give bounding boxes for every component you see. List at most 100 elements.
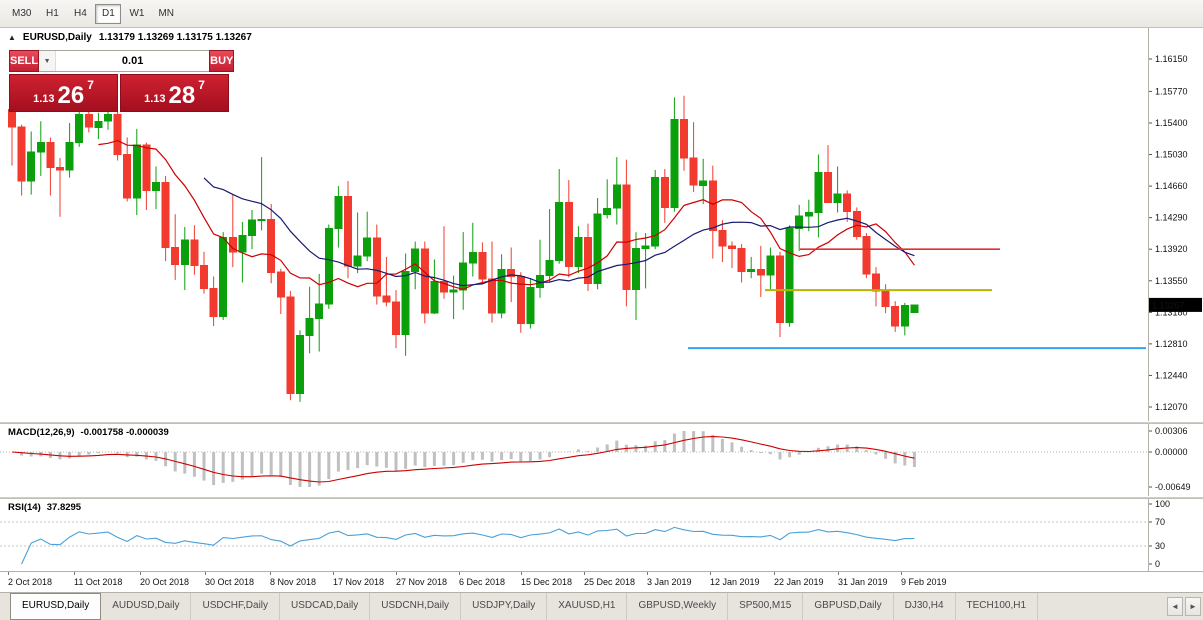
date-tick-mark [774,572,775,575]
panel-divider [0,571,1203,572]
chart-tab-gbpusd-weekly[interactable]: GBPUSD,Weekly [627,593,729,620]
rsi-axis-label: 70 [1155,517,1165,527]
current-price-badge: 1.13267 [1148,297,1202,312]
tabs-scroll-left-button[interactable]: ◄ [1167,597,1183,616]
panel-divider[interactable] [0,421,1203,424]
date-tick-mark [8,572,9,575]
chart-tab-usdjpy-daily[interactable]: USDJPY,Daily [461,593,548,620]
macd-axis-label: 0.00000 [1155,447,1188,457]
date-tick-label: 15 Dec 2018 [521,577,573,587]
lot-dropdown-button[interactable]: ▼ [39,51,57,71]
date-tick-label: 27 Nov 2018 [396,577,448,587]
time-axis[interactable]: 2 Oct 2018 11 Oct 2018 20 Oct 2018 30 Oct 2… [0,572,1203,592]
chart-tab-tech100-h1[interactable]: TECH100,H1 [956,593,1038,620]
date-tick-mark [74,572,75,575]
rsi-axis-label: 0 [1155,559,1160,569]
chart-tabs: EURUSD,Daily AUDUSD,Daily USDCHF,Daily USDC… [0,593,1203,620]
timeframe-button-d1[interactable]: D1 [95,3,122,24]
date-tick-mark [710,572,711,575]
price-tick-label: 1.13550 [1155,276,1188,286]
ma-fast-red-line [98,139,915,290]
timeframe-toolbar: M30 H1 H4 D1 W1 MN [0,0,1203,28]
price-tick-label: 1.12070 [1155,402,1188,412]
rsi-line [21,526,915,565]
price-tick-label: 1.13920 [1155,244,1188,254]
timeframe-button-h4[interactable]: H4 [74,7,87,19]
lot-size-input[interactable] [56,51,210,71]
price-axis-separator [1148,28,1149,572]
ask-point: 7 [198,78,205,92]
chart-tab-eurusd-daily[interactable]: EURUSD,Daily [10,593,102,620]
date-tick-label: 12 Jan 2019 [710,577,760,587]
buy-button[interactable]: BUY [209,50,235,72]
price-tick-label: 1.13180 [1155,307,1188,317]
date-tick-label: 6 Dec 2018 [459,577,506,587]
rsi-indicator-value: 37.8295 [46,502,82,513]
chart-tab-dj30-h4[interactable]: DJ30,H4 [894,593,956,620]
bid-big-figure: 1.13 [33,93,55,105]
date-tick-mark [270,572,271,575]
svg-text:1.13267: 1.13267 [1152,300,1185,310]
ask-pips: 28 [168,82,196,109]
ask-big-figure: 1.13 [144,93,166,105]
panel-divider[interactable] [0,496,1203,499]
timeframe-button-h1[interactable]: H1 [46,7,59,19]
date-tick-label: 25 Dec 2018 [584,577,636,587]
price-axis[interactable]: 1.16150 1.15770 1.15400 1.15030 1.14660 1.142… [1148,54,1188,412]
bid-point: 7 [87,78,94,92]
ask-price-tile[interactable]: 1.13 28 7 [120,74,229,112]
rsi-pane-label: RSI(14) 37.8295 [8,502,81,513]
tabs-scroll-right-button[interactable]: ► [1185,597,1201,616]
timeframe-button-w1[interactable]: W1 [129,7,145,19]
chart-tab-xauusd-h1[interactable]: XAUUSD,H1 [547,593,628,620]
rsi-indicator-panel[interactable]: 100 70 30 0 [0,499,1203,571]
date-tick-label: 8 Nov 2018 [270,577,317,587]
chart-tab-audusd-daily[interactable]: AUDUSD,Daily [101,593,192,620]
date-tick-mark [205,572,206,575]
date-tick-label: 20 Oct 2018 [140,577,190,587]
macd-axis-label: -0.00649 [1155,482,1191,492]
date-tick-mark [647,572,648,575]
date-tick-label: 2 Oct 2018 [8,577,53,587]
macd-indicator-name: MACD(12,26,9) [8,427,75,438]
chart-tab-usdchf-daily[interactable]: USDCHF,Daily [191,593,281,620]
date-tick-mark [140,572,141,575]
chart-tab-usdcad-daily[interactable]: USDCAD,Daily [280,593,371,620]
chevron-down-icon: ▼ [43,58,51,65]
date-tick-mark [838,572,839,575]
date-tick-label: 11 Oct 2018 [74,577,123,587]
date-tick-label: 3 Jan 2019 [647,577,692,587]
lot-size-control: ▼ [39,50,210,72]
macd-signal-line [11,436,915,483]
date-tick-mark [333,572,334,575]
timeframe-button-mn[interactable]: MN [158,7,175,19]
price-tick-label: 1.15400 [1155,118,1188,128]
date-tick-label: 22 Jan 2019 [774,577,824,587]
tabs-scroll-arrows: ◄ ► [1167,597,1201,616]
chart-tab-sp500-m15[interactable]: SP500,M15 [728,593,804,620]
chart-ohlc-values: 1.13179 1.13269 1.13175 1.13267 [98,32,252,43]
one-click-trading-panel: SELL ▼ BUY 1.13 26 7 1.13 28 7 [9,50,235,112]
chart-tabs-bar: EURUSD,Daily AUDUSD,Daily USDCHF,Daily USDC… [0,592,1203,620]
date-tick-label: 9 Feb 2019 [901,577,947,587]
chart-title: EURUSD,Daily [22,32,92,43]
one-click-collapse-icon[interactable]: ▲ [8,33,16,42]
timeframe-button-m30[interactable]: M30 [12,7,32,19]
macd-pane-label: MACD(12,26,9) -0.001758 -0.000039 [8,427,169,438]
bid-pips: 26 [57,82,85,109]
chart-tab-gbpusd-daily[interactable]: GBPUSD,Daily [803,593,894,620]
date-tick-mark [459,572,460,575]
bid-price-tile[interactable]: 1.13 26 7 [9,74,118,112]
price-tick-label: 1.14290 [1155,213,1188,223]
rsi-indicator-name: RSI(14) [8,502,41,513]
price-tick-label: 1.14660 [1155,181,1188,191]
price-tick-label: 1.12810 [1155,339,1188,349]
price-tick-label: 1.15770 [1155,86,1188,96]
main-price-chart[interactable]: 1.16150 1.15770 1.15400 1.15030 1.14660 1.142… [0,28,1203,421]
sell-button[interactable]: SELL [9,50,40,72]
rsi-axis-label: 100 [1155,499,1170,509]
chart-tab-usdcnh-daily[interactable]: USDCNH,Daily [370,593,462,620]
date-tick-label: 17 Nov 2018 [333,577,385,587]
macd-indicator-panel[interactable]: 0.00306 0.00000 -0.00649 [0,424,1203,496]
